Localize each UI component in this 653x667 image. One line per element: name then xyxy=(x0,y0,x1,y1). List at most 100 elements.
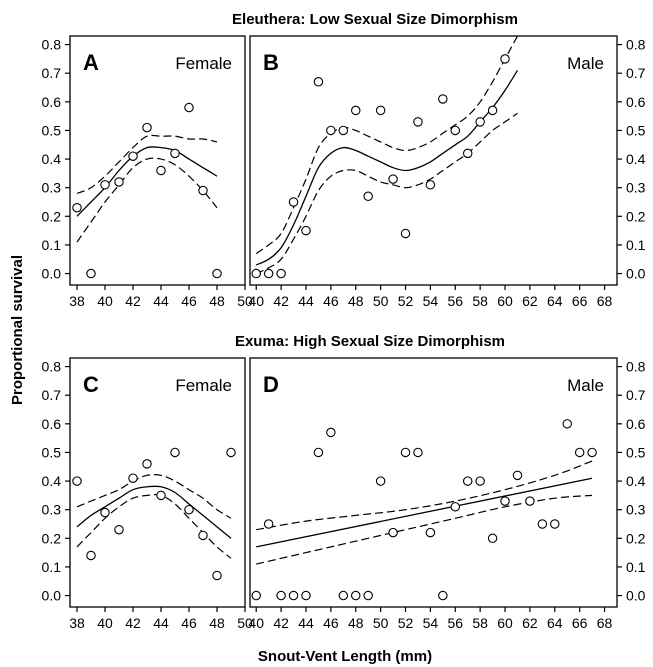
data-point xyxy=(500,496,510,506)
data-point xyxy=(170,447,180,458)
x-tick-label: 54 xyxy=(423,615,439,631)
ci-upper-line xyxy=(76,474,232,519)
x-tick-label: 52 xyxy=(398,615,414,631)
data-point xyxy=(156,165,166,176)
data-point xyxy=(438,94,448,104)
data-point xyxy=(400,228,411,239)
data-point xyxy=(100,507,110,518)
y-tick-label: 0.3 xyxy=(42,180,62,196)
data-point xyxy=(388,527,398,538)
y-tick-label: 0.4 xyxy=(42,473,62,489)
y-tick-label: 0.2 xyxy=(42,208,62,224)
data-point xyxy=(425,180,436,190)
x-tick-label: 56 xyxy=(447,615,463,631)
data-point xyxy=(184,504,194,515)
y-tick-label: 0.5 xyxy=(626,122,646,138)
data-point xyxy=(550,519,560,529)
ci-lower-line xyxy=(255,112,518,275)
data-point xyxy=(263,268,274,279)
x-tick-label: 38 xyxy=(69,615,85,631)
data-point xyxy=(72,476,82,486)
data-point xyxy=(156,490,166,501)
data-point xyxy=(487,105,498,116)
panel-sex-label: Female xyxy=(175,54,232,73)
x-tick-label: 40 xyxy=(97,615,113,631)
panel-letter: A xyxy=(83,50,99,75)
data-point xyxy=(128,151,138,161)
panel-sex-label: Female xyxy=(175,376,232,395)
y-tick-label: 0.3 xyxy=(626,180,646,196)
x-tick-label: 58 xyxy=(472,615,488,631)
x-tick-label: 64 xyxy=(547,293,563,309)
x-axis-label: Snout-Vent Length (mm) xyxy=(258,648,432,665)
x-tick-label: 62 xyxy=(522,615,538,631)
fitted-curve xyxy=(76,485,232,539)
x-tick-label: 50 xyxy=(373,615,389,631)
y-tick-label: 0.7 xyxy=(626,65,646,81)
data-point xyxy=(114,524,124,535)
x-tick-label: 42 xyxy=(273,293,289,309)
y-tick-label: 0.7 xyxy=(42,387,62,403)
y-tick-label: 0.1 xyxy=(42,237,62,253)
x-tick-label: 66 xyxy=(572,615,588,631)
x-tick-label: 46 xyxy=(181,615,197,631)
y-tick-label: 0.8 xyxy=(42,359,62,375)
panel-letter: C xyxy=(83,372,99,397)
x-tick-label: 46 xyxy=(323,615,339,631)
data-point xyxy=(326,125,336,136)
data-point xyxy=(450,502,461,512)
data-point xyxy=(574,447,585,458)
data-point xyxy=(198,530,208,541)
data-point xyxy=(562,419,572,429)
data-point xyxy=(184,102,194,113)
x-tick-label: 48 xyxy=(209,615,225,631)
data-point xyxy=(86,268,96,279)
y-tick-label: 0.3 xyxy=(42,502,62,518)
data-point xyxy=(537,519,548,529)
panel-d-frame xyxy=(249,357,618,608)
data-point xyxy=(413,447,423,458)
x-tick-label: 52 xyxy=(398,293,414,309)
x-tick-label: 48 xyxy=(209,293,225,309)
x-tick-label: 44 xyxy=(298,615,314,631)
x-tick-label: 60 xyxy=(497,615,513,631)
x-tick-label: 50 xyxy=(237,293,253,309)
data-point xyxy=(587,447,597,458)
data-point xyxy=(212,570,222,581)
x-tick-label: 68 xyxy=(597,293,613,309)
ci-lower-line xyxy=(256,494,593,565)
x-tick-label: 40 xyxy=(97,293,113,309)
y-tick-label: 0.4 xyxy=(42,151,62,167)
data-point xyxy=(487,533,498,544)
y-tick-label: 0.0 xyxy=(42,588,62,604)
x-tick-label: 56 xyxy=(447,293,463,309)
data-point xyxy=(212,268,222,279)
data-point xyxy=(288,590,299,601)
panel-sex-label: Male xyxy=(567,376,604,395)
data-point xyxy=(462,148,473,159)
data-point xyxy=(142,459,152,469)
x-tick-label: 50 xyxy=(373,293,389,309)
x-tick-label: 50 xyxy=(237,615,253,631)
data-point xyxy=(313,447,324,458)
x-tick-label: 44 xyxy=(153,293,169,309)
panel-b: 0.0 0.1 0.2 0.3 0.4 0.5 0.6 0.7 0.8 40 42 44 46 48 50 5… xyxy=(248,35,646,309)
data-point xyxy=(425,527,436,538)
x-tick-label: 42 xyxy=(273,615,289,631)
title-top: Eleuthera: Low Sexual Size Dimorphism xyxy=(232,11,518,28)
ci-lower-line xyxy=(76,494,232,559)
data-point xyxy=(276,590,286,601)
data-point xyxy=(350,590,361,601)
y-tick-label: 0.4 xyxy=(626,151,646,167)
data-point xyxy=(338,125,349,136)
data-point xyxy=(198,185,208,196)
data-point xyxy=(326,427,336,438)
data-point xyxy=(512,470,523,481)
x-tick-label: 40 xyxy=(248,293,264,309)
y-tick-label: 0.0 xyxy=(42,266,62,282)
y-tick-label: 0.7 xyxy=(42,65,62,81)
y-tick-label: 0.5 xyxy=(42,122,62,138)
ci-upper-line xyxy=(255,35,519,254)
panel-d: 0.0 0.1 0.2 0.3 0.4 0.5 0.6 0.7 0.8 40 42 44 46 48 50 5… xyxy=(248,357,646,631)
